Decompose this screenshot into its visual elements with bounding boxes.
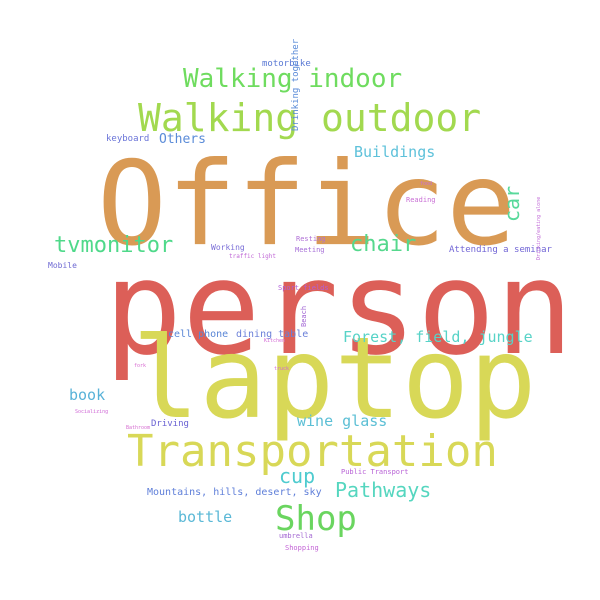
word-car: car <box>500 185 524 222</box>
word-umbrella: umbrella <box>279 532 313 540</box>
word-attending-a-seminar: Attending a seminar <box>449 245 552 255</box>
word-tvmonitor: tvmonitor <box>54 233 174 258</box>
word-cup: cup <box>279 464 316 488</box>
word-socializing: Socializing <box>75 409 109 415</box>
word-others: Others <box>159 132 206 147</box>
word-bathroom: Bathroom <box>126 425 151 431</box>
word-walking-indoor: Walking indoor <box>183 64 403 94</box>
word-transportation: Transportation <box>127 426 498 477</box>
word-motorbike: motorbike <box>262 59 311 69</box>
word-person: person <box>104 232 574 384</box>
word-pathways: Pathways <box>335 478 432 502</box>
word-drinking-eating-alone: Drinking/eating alone <box>536 196 542 260</box>
word-buildings: Buildings <box>354 143 436 161</box>
word-book: book <box>69 386 106 404</box>
word-truck: truck <box>274 366 290 372</box>
word-walking-outdoor: Walking outdoor <box>138 96 482 140</box>
word-reading: Reading <box>406 196 436 204</box>
word-food: food <box>420 181 433 187</box>
word-bottle: bottle <box>178 508 233 526</box>
word-forest-field-jungle: Forest, field, jungle <box>343 328 533 346</box>
word-shop: Shop <box>275 499 357 539</box>
word-dining-table: dining table <box>236 329 309 340</box>
word-beach: Beach <box>300 305 308 327</box>
word-driving: Driving <box>151 419 189 429</box>
word-mobile: Mobile <box>48 261 77 270</box>
word-keyboard: keyboard <box>106 134 150 144</box>
word-wine-glass: wine glass <box>297 412 388 430</box>
word-meeting: Meeting <box>295 246 325 254</box>
word-sport-fields: Sport fields <box>278 284 329 292</box>
word-traffic-light: traffic light <box>229 253 276 260</box>
word-chair: chair <box>350 232 417 257</box>
word-office: Office <box>97 137 517 272</box>
word-shopping: Shopping <box>285 544 319 552</box>
word-kitchen: Kitchen <box>264 338 286 344</box>
word-drinking-together: Drinking together <box>291 38 301 131</box>
word-resting: Resting <box>296 235 326 243</box>
word-working: Working <box>211 243 245 252</box>
word-laptop: laptop <box>132 314 537 444</box>
word-fork: fork <box>134 363 147 369</box>
word-public-transport: Public Transport <box>341 468 409 476</box>
word-mountains-hills-desert-sky: Mountains, hills, desert, sky <box>147 487 322 498</box>
word-cell-phone: cell phone <box>168 329 229 340</box>
